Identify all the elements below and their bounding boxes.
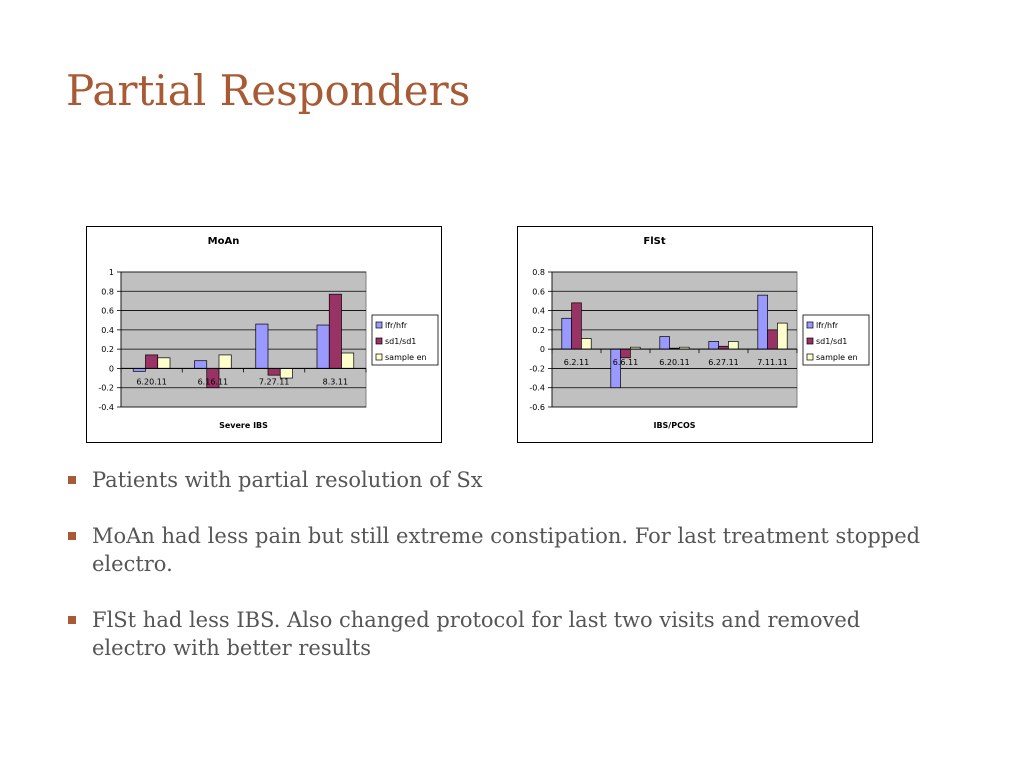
x-tick-label: 8.3.11	[323, 377, 348, 386]
bar-sd1-sd1	[571, 302, 582, 350]
bar-sd1-sd1	[767, 329, 778, 350]
bullet-item: Patients with partial resolution of Sx	[68, 466, 928, 494]
bullet-text: Patients with partial resolution of Sx	[92, 468, 483, 492]
y-tick-label: -0.2	[529, 364, 545, 373]
x-axis-label: IBS/PCOS	[653, 421, 695, 430]
bar-sample-en	[728, 341, 739, 350]
x-tick-label: 6.6.11	[613, 358, 638, 367]
plot-area	[551, 271, 798, 408]
legend-label: sd1/sd1	[816, 337, 847, 346]
bar-sd1-sd1	[145, 354, 159, 369]
y-tick-label: 0.8	[101, 287, 114, 296]
legend-swatch	[806, 353, 814, 361]
bar-lfr-hfr	[659, 336, 670, 350]
y-tick-label: 1	[109, 268, 114, 277]
bar-sample-en	[777, 322, 788, 350]
legend-label: sample en	[385, 353, 427, 362]
bar-sd1-sd1	[620, 348, 631, 359]
chart-flst: FlSt -0.6 -0.4 -0.2 0 0.2 0.4 0.6 0.8 6.2.11 6.6.1…	[517, 226, 873, 443]
legend	[802, 314, 870, 366]
y-tick-label: -0.2	[98, 384, 114, 393]
legend-swatch	[375, 321, 383, 329]
bar-lfr-hfr	[194, 360, 208, 369]
legend-swatch	[806, 337, 814, 345]
bullet-list: Patients with partial resolution of Sx M…	[68, 466, 928, 690]
x-tick-label: 6.27.11	[708, 358, 739, 367]
bar-lfr-hfr	[708, 341, 719, 350]
bar-sd1-sd1	[267, 368, 281, 376]
y-tick-label: 0.4	[532, 307, 545, 316]
slide-title: Partial Responders	[66, 66, 471, 115]
bar-lfr-hfr	[561, 317, 572, 350]
bullet-item: MoAn had less pain but still extreme con…	[68, 522, 928, 578]
x-tick-label: 6.20.11	[659, 358, 690, 367]
x-tick-label: 7.27.11	[259, 377, 290, 386]
legend-swatch	[375, 353, 383, 361]
bullet-text: MoAn had less pain but still extreme con…	[92, 524, 921, 576]
bar-sample-en	[581, 338, 592, 350]
bar-lfr-hfr	[255, 323, 269, 369]
bar-lfr-hfr	[757, 294, 768, 350]
y-tick-label: 0	[540, 345, 545, 354]
chart-moan: MoAn -0.4 -0.2 0 0.2 0.4 0.6 0.8 1 6.20.11 6.16.11…	[86, 226, 442, 443]
legend-label: lfr/hfr	[816, 321, 839, 330]
y-tick-label: 0.2	[101, 345, 114, 354]
y-tick-label: -0.4	[98, 403, 114, 412]
chart-moan-svg: MoAn -0.4 -0.2 0 0.2 0.4 0.6 0.8 1 6.20.11 6.16.11…	[98, 236, 439, 430]
x-tick-label: 7.11.11	[757, 358, 788, 367]
bar-lfr-hfr	[610, 348, 621, 389]
bullet-marker-icon	[68, 476, 76, 484]
y-tick-label: -0.4	[529, 384, 545, 393]
chart-flst-svg: FlSt -0.6 -0.4 -0.2 0 0.2 0.4 0.6 0.8 6.2.11 6.6.1…	[529, 236, 870, 430]
x-axis-label: Severe IBS	[219, 421, 268, 430]
chart-title: MoAn	[208, 236, 240, 247]
x-tick-label: 6.20.11	[136, 377, 167, 386]
y-tick-label: 0.6	[532, 287, 545, 296]
bar-lfr-hfr	[316, 324, 330, 369]
legend-label: sample en	[816, 353, 858, 362]
chart-title: FlSt	[643, 236, 665, 247]
bar-sd1-sd1	[328, 293, 342, 369]
legend-swatch	[806, 321, 814, 329]
bar-sample-en	[341, 352, 355, 369]
y-tick-label: 0.6	[101, 307, 114, 316]
y-tick-label: 0.2	[532, 326, 545, 335]
y-tick-label: -0.6	[529, 403, 545, 412]
legend	[371, 314, 439, 366]
bar-sample-en	[218, 354, 232, 369]
y-tick-label: 0.4	[101, 326, 114, 335]
y-tick-label: 0.8	[532, 268, 545, 277]
bullet-marker-icon	[68, 532, 76, 540]
bullet-item: FlSt had less IBS. Also changed protocol…	[68, 606, 928, 662]
y-tick-label: 0	[109, 364, 114, 373]
x-tick-label: 6.2.11	[564, 358, 589, 367]
bullet-marker-icon	[68, 616, 76, 624]
bullet-text: FlSt had less IBS. Also changed protocol…	[92, 608, 861, 660]
x-tick-label: 6.16.11	[198, 377, 229, 386]
legend-swatch	[375, 337, 383, 345]
bar-sample-en	[157, 357, 171, 369]
legend-label: sd1/sd1	[385, 337, 416, 346]
legend-label: lfr/hfr	[385, 321, 408, 330]
